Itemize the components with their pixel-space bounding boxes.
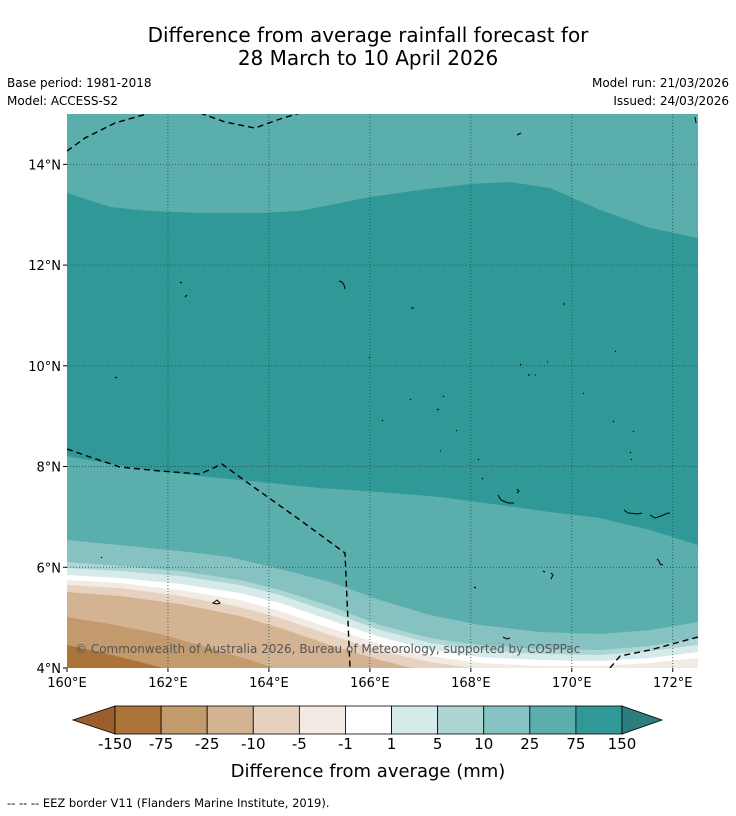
meta-left: Base period: 1981-2018 Model: ACCESS-S2	[7, 74, 152, 110]
colorbar-label: -10	[241, 735, 266, 753]
colorbar-segment	[483, 705, 531, 735]
island	[582, 350, 617, 395]
colorbar-segment	[252, 705, 300, 735]
colorbar-segment	[529, 705, 577, 735]
band-neg75-neg25	[67, 617, 274, 668]
island	[502, 636, 511, 640]
x-tick-label: 160°E	[47, 676, 87, 691]
model-run: Model run: 21/03/2026	[591, 76, 729, 90]
colorbar-label: -150	[97, 735, 133, 753]
y-tick-label: 10°N	[28, 360, 61, 375]
island	[409, 395, 445, 411]
colorbar-label: -5	[291, 735, 307, 753]
y-tick-label: 4°N	[37, 662, 62, 677]
y-tick-label: 12°N	[28, 259, 61, 274]
colorbar-label: 75	[566, 735, 586, 753]
colorbar-label: -75	[148, 735, 174, 753]
colorbar-label: -1	[337, 735, 353, 753]
island	[179, 281, 188, 298]
colorbar-segment	[298, 705, 346, 735]
colorbar-title: Difference from average (mm)	[230, 761, 506, 782]
island	[473, 586, 477, 589]
x-tick-label: 166°E	[350, 676, 390, 691]
axis-ticks: 160°E 162°E 164°E 166°E 168°E 170°E 172°E 4°N 6°…	[28, 158, 692, 691]
colorbar-segment	[206, 705, 254, 735]
x-tick-label: 164°E	[249, 676, 289, 691]
colorbar-segment	[160, 705, 208, 735]
island	[612, 420, 635, 461]
island	[477, 458, 484, 480]
colorbar-label: 1	[386, 735, 397, 753]
island	[542, 570, 554, 580]
island	[368, 356, 371, 359]
island	[623, 509, 670, 519]
island	[100, 556, 103, 559]
eez-border-southeast	[609, 636, 698, 668]
colorbar-segment	[575, 705, 623, 735]
eez-borders	[67, 114, 698, 668]
meta-right: Model run: 21/03/2026 Issued: 24/03/2026	[592, 74, 729, 110]
y-tick-label: 14°N	[28, 158, 61, 173]
band-neg150-neg75	[67, 645, 163, 668]
island	[338, 280, 346, 290]
y-tick-label: 8°N	[37, 461, 62, 476]
islands	[100, 116, 697, 640]
title-line-2: 28 March to 10 April 2026	[237, 46, 499, 70]
island	[516, 132, 522, 136]
x-tick-label: 172°E	[653, 676, 693, 691]
map-fill-layers	[67, 114, 698, 668]
colorbar	[71, 705, 664, 735]
island	[497, 488, 520, 504]
colorbar-extend-low	[71, 705, 116, 735]
island	[694, 116, 697, 124]
eez-border-middle	[67, 448, 351, 668]
eez-border-north	[67, 114, 300, 152]
colorbar-extend-high	[621, 705, 664, 735]
colorbar-segment	[437, 705, 485, 735]
colorbar-label: 5	[432, 735, 443, 753]
band-75-150	[67, 182, 698, 545]
issued-date: Issued: 24/03/2026	[613, 94, 729, 108]
x-tick-label: 168°E	[451, 676, 491, 691]
colorbar-segment	[345, 705, 392, 735]
island	[211, 599, 221, 605]
base-period: Base period: 1981-2018	[7, 76, 152, 90]
colorbar-segment	[391, 705, 439, 735]
island	[519, 361, 548, 376]
island	[114, 376, 118, 379]
x-tick-label: 170°E	[552, 676, 592, 691]
y-tick-label: 6°N	[37, 561, 62, 576]
colorbar-label: 150	[607, 735, 637, 753]
colorbar-label: 25	[520, 735, 540, 753]
colorbar-label: 10	[474, 735, 494, 753]
island	[656, 558, 664, 566]
map-gridlines	[67, 114, 698, 668]
island	[381, 419, 458, 452]
model-name: Model: ACCESS-S2	[7, 94, 119, 108]
colorbar-segment	[114, 705, 162, 735]
title-line-1: Difference from average rainfall forecas…	[147, 23, 589, 47]
x-tick-label: 162°E	[148, 676, 188, 691]
copyright-text: © Commonwealth of Australia 2026, Bureau…	[75, 642, 580, 656]
footnote: -- -- -- EEZ border V11 (Flanders Marine…	[7, 796, 330, 810]
colorbar-label: -25	[194, 735, 220, 753]
